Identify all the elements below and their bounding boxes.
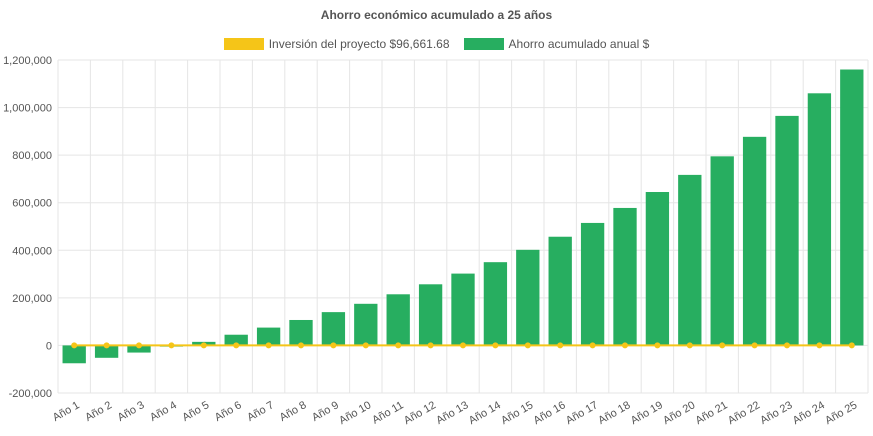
investment-point: [168, 342, 175, 349]
bar: [127, 345, 151, 353]
x-tick-label: Año 5: [180, 399, 211, 424]
investment-point: [622, 342, 628, 349]
investment-point: [103, 342, 110, 349]
y-tick-label: 800,000: [12, 150, 52, 162]
investment-point: [524, 342, 531, 349]
x-tick-label: Año 15: [499, 399, 535, 427]
bar: [386, 294, 410, 346]
x-tick-label: Año 25: [823, 399, 859, 427]
y-tick-label: 600,000: [12, 198, 52, 210]
x-tick-label: Año 22: [726, 399, 762, 427]
investment-point: [460, 342, 466, 349]
legend-label-savings: Ahorro acumulado anual $: [508, 37, 650, 51]
x-tick-label: Año 9: [310, 399, 341, 424]
x-tick-label: Año 7: [245, 399, 276, 424]
investment-point: [362, 342, 369, 349]
investment-point: [848, 342, 855, 349]
bar: [678, 174, 702, 346]
x-tick-label: Año 2: [83, 399, 114, 424]
x-tick-label: Año 3: [116, 399, 147, 424]
x-tick-label: Año 17: [564, 399, 600, 427]
investment-point: [265, 342, 272, 349]
investment-point: [816, 342, 823, 349]
legend-item-investment[interactable]: Inversión del proyecto $96,661.68: [223, 37, 450, 51]
investment-point: [557, 342, 564, 349]
bar: [321, 312, 346, 346]
bar: [289, 319, 313, 346]
x-tick-label: Año 4: [148, 399, 179, 424]
bar: [840, 69, 864, 346]
legend-swatch-investment: [223, 38, 264, 50]
investment-point: [330, 342, 337, 349]
investment-point: [719, 342, 726, 349]
x-tick-label: Año 11: [370, 399, 405, 426]
bar: [451, 273, 475, 346]
x-tick-label: Año 18: [596, 399, 632, 427]
bar: [62, 345, 86, 364]
investment-point: [686, 342, 693, 349]
investment-point: [71, 342, 78, 349]
legend: Inversión del proyecto $96,661.68 Ahorro…: [0, 37, 873, 51]
x-tick-label: Año 19: [629, 399, 665, 427]
investment-point: [589, 342, 596, 349]
bar: [548, 236, 572, 346]
y-tick-label: 1,000,000: [3, 103, 52, 115]
x-tick-label: Año 20: [661, 399, 697, 427]
x-tick-label: Año 21: [693, 399, 729, 427]
x-tick-label: Año 10: [337, 399, 373, 427]
x-tick-label: Año 16: [531, 399, 567, 427]
bar: [224, 334, 248, 346]
legend-label-investment: Inversión del proyecto $96,661.68: [268, 37, 450, 51]
y-tick-label: -200,000: [9, 388, 52, 400]
x-tick-label: Año 14: [467, 399, 503, 427]
x-tick-label: Año 8: [278, 399, 309, 424]
investment-point: [200, 342, 207, 349]
chart-title: Ahorro económico acumulado a 25 años: [320, 8, 553, 22]
investment-point: [427, 342, 434, 349]
x-tick-label: Año 23: [758, 399, 794, 427]
legend-item-savings[interactable]: Ahorro acumulado anual $: [463, 37, 650, 51]
y-tick-label: 0: [46, 340, 52, 352]
bar: [516, 249, 540, 346]
bar: [256, 327, 281, 346]
x-tick-label: Año 24: [791, 399, 827, 427]
legend-swatch-savings: [463, 38, 504, 50]
investment-point: [136, 342, 142, 349]
x-tick-label: Año 13: [434, 399, 470, 427]
bar: [483, 262, 508, 346]
investment-point: [784, 342, 790, 349]
x-tick-label: Año 1: [51, 399, 82, 424]
bar: [710, 156, 734, 346]
bar: [645, 192, 670, 346]
y-tick-label: 1,200,000: [3, 55, 52, 67]
bar: [580, 222, 605, 346]
investment-point: [233, 342, 240, 349]
x-tick-label: Año 6: [213, 399, 244, 424]
bar: [775, 115, 799, 346]
bar: [354, 303, 378, 346]
investment-point: [492, 342, 499, 349]
x-tick-label: Año 12: [402, 399, 438, 427]
investment-point: [298, 342, 304, 349]
y-tick-label: 400,000: [12, 245, 52, 257]
investment-point: [751, 342, 758, 349]
investment-point: [395, 342, 402, 349]
investment-point: [654, 342, 661, 349]
bar: [94, 345, 119, 358]
bar: [418, 284, 443, 346]
y-tick-label: 200,000: [12, 293, 52, 305]
bar: [742, 136, 767, 346]
bar: [613, 207, 637, 346]
bar: [807, 93, 832, 346]
